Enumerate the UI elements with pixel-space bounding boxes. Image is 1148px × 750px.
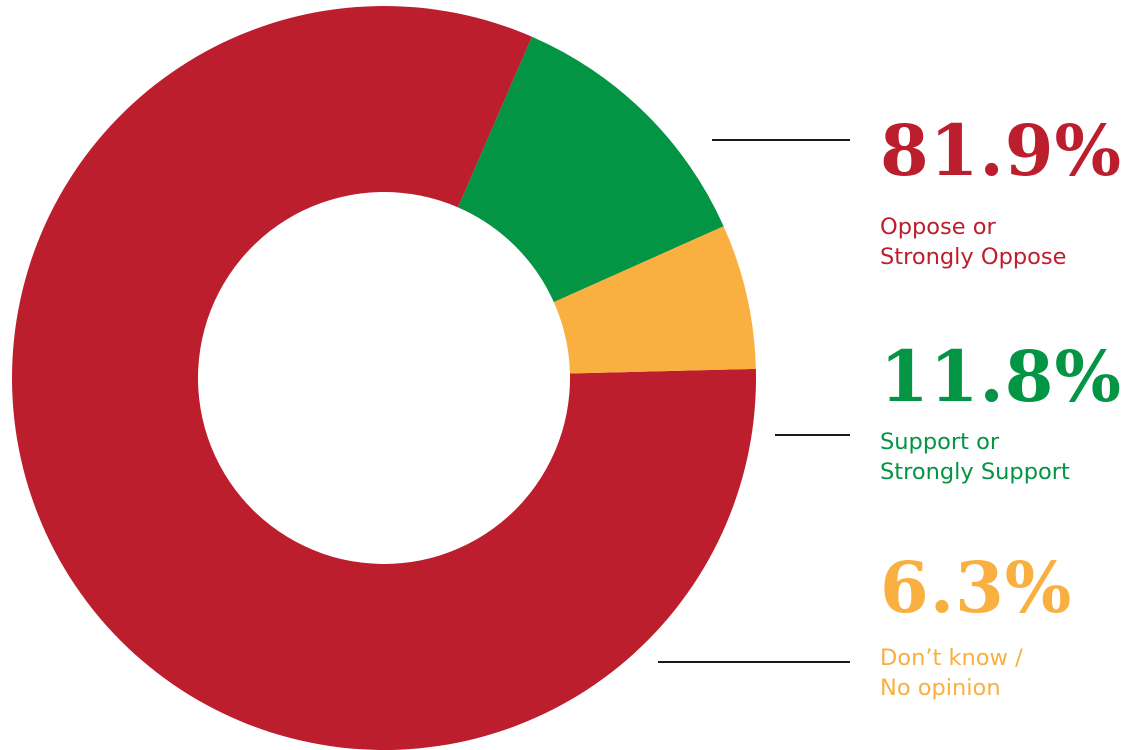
category-label-dont-know-line1: Don’t know / [880, 645, 1023, 671]
category-label-oppose-line1: Oppose or [880, 214, 996, 240]
value-label-dont-know: 6.3% [880, 546, 1073, 629]
value-label-support: 11.8% [880, 335, 1123, 418]
category-label-dont-know-line2: No opinion [880, 675, 1001, 701]
category-label-oppose-line2: Strongly Oppose [880, 244, 1067, 270]
category-label-support-line2: Strongly Support [880, 459, 1070, 485]
value-label-oppose: 81.9% [880, 109, 1123, 192]
slice-support [457, 36, 724, 303]
category-label-dont-know: Don’t know / No opinion [880, 643, 1023, 703]
category-label-support: Support or Strongly Support [880, 427, 1070, 487]
category-label-oppose: Oppose or Strongly Oppose [880, 212, 1067, 272]
slice-dont-know [553, 226, 756, 374]
donut-slices [12, 6, 756, 750]
category-label-support-line1: Support or [880, 429, 1000, 455]
slice-oppose [12, 6, 756, 750]
leader-lines [658, 139, 850, 663]
